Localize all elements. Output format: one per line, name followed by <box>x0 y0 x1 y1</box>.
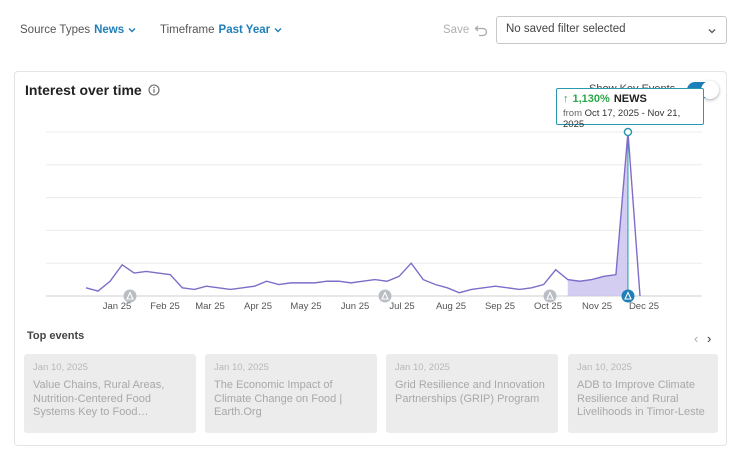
chart-highlight-area <box>567 132 629 296</box>
source-types-value: News <box>94 24 125 36</box>
key-event-icon <box>126 291 134 300</box>
key-event-icon <box>381 291 389 300</box>
x-tick-label: Oct 25 <box>534 301 562 312</box>
source-types-dropdown[interactable]: Source Types News <box>20 24 136 36</box>
tooltip-from-label: from <box>563 108 582 119</box>
x-tick-label: Aug 25 <box>436 301 466 312</box>
chart-tooltip: ↑ 1,130% NEWS from Oct 17, 2025 - Nov 21… <box>556 88 704 130</box>
event-card[interactable]: Jan 10, 2025 Grid Resilience and Innovat… <box>386 354 558 433</box>
x-tick-label: Apr 25 <box>244 301 272 312</box>
x-tick-label: Jun 25 <box>341 301 370 312</box>
timeframe-label: Timeframe <box>160 24 215 36</box>
x-tick-label: Jan 25 <box>103 301 132 312</box>
tooltip-category: NEWS <box>613 93 647 105</box>
timeframe-value: Past Year <box>218 24 271 36</box>
event-card[interactable]: Jan 10, 2025 ADB to Improve Climate Resi… <box>568 354 718 433</box>
x-tick-label: Nov 25 <box>582 301 612 312</box>
x-tick-label: Dec 25 <box>629 301 659 312</box>
event-date: Jan 10, 2025 <box>33 362 88 373</box>
chart-key-event-markers <box>123 289 635 303</box>
highlight-area <box>567 132 628 296</box>
undo-icon[interactable] <box>474 22 488 38</box>
carousel-prev-icon[interactable]: ‹ <box>694 331 699 346</box>
filter-bar: Source Types News Timeframe Past Year Sa… <box>0 0 745 62</box>
event-card[interactable]: Jan 10, 2025 The Economic Impact of Clim… <box>205 354 377 433</box>
event-title: Grid Resilience and Innovation Partnersh… <box>395 379 545 405</box>
chevron-down-icon <box>128 28 136 33</box>
carousel-next-icon[interactable]: › <box>707 331 712 346</box>
event-date: Jan 10, 2025 <box>577 362 632 373</box>
key-event-icon <box>624 291 632 300</box>
event-title: Value Chains, Rural Areas, Nutrition-Cen… <box>33 379 165 418</box>
x-tick-label: May 25 <box>290 301 321 312</box>
card-title: Interest over time <box>25 82 160 98</box>
series-line <box>85 131 641 297</box>
saved-filter-value: No saved filter selected <box>506 23 626 35</box>
chart-x-ticks: Jan 25 Feb 25 Mar 25 Apr 25 May 25 Jun 25 Jul … <box>103 301 659 312</box>
x-tick-label: Sep 25 <box>485 301 515 312</box>
x-tick-label: Jul 25 <box>389 301 414 312</box>
key-event-icon <box>546 291 554 300</box>
arrow-up-icon: ↑ <box>563 93 569 105</box>
info-icon[interactable] <box>148 84 160 96</box>
peak-point <box>623 127 633 137</box>
event-card[interactable]: Jan 10, 2025 Value Chains, Rural Areas, … <box>24 354 196 433</box>
event-title: ADB to Improve Climate Resilience and Ru… <box>577 379 705 418</box>
event-title: The Economic Impact of Climate Change on… <box>214 379 343 418</box>
card-title-text: Interest over time <box>25 82 142 98</box>
save-button[interactable]: Save <box>443 24 470 36</box>
tooltip-date-range: Oct 17, 2025 - Nov 21, 2025 <box>563 108 681 130</box>
event-date: Jan 10, 2025 <box>214 362 269 373</box>
event-date: Jan 10, 2025 <box>395 362 450 373</box>
saved-filter-select[interactable]: No saved filter selected <box>496 16 727 44</box>
chevron-down-icon <box>708 29 716 34</box>
top-events-title: Top events <box>27 330 85 342</box>
x-tick-label: Mar 25 <box>195 301 225 312</box>
timeframe-dropdown[interactable]: Timeframe Past Year <box>160 24 282 36</box>
x-tick-label: Feb 25 <box>150 301 180 312</box>
chevron-down-icon <box>274 28 282 33</box>
tooltip-change: 1,130% <box>572 93 610 105</box>
chart-lines <box>85 127 641 297</box>
source-types-label: Source Types <box>20 24 91 36</box>
